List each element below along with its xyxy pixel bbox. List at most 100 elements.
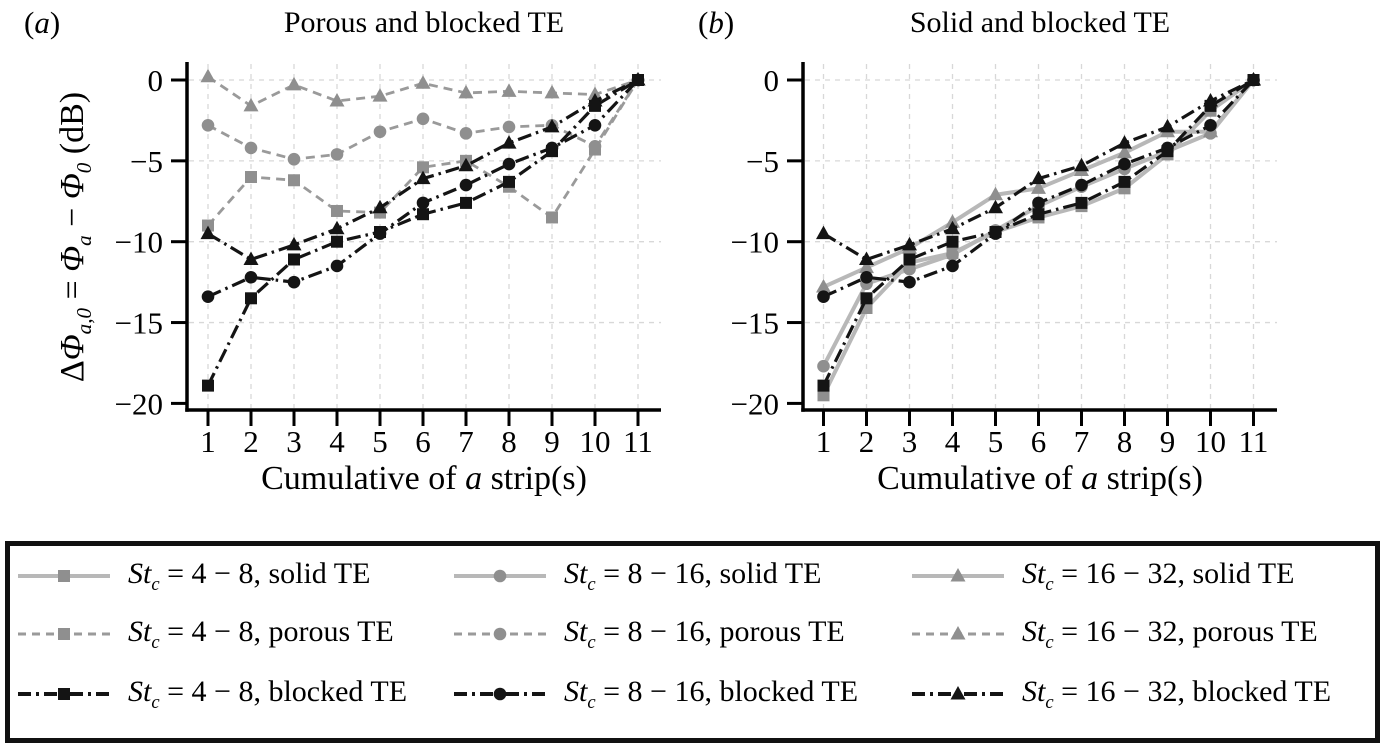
x-tick-label: 5 <box>372 424 388 459</box>
legend-sample-solid-line <box>912 568 1004 582</box>
circle-marker <box>287 152 301 166</box>
y-tick-label: 0 <box>764 63 780 98</box>
triangle-marker <box>1117 135 1132 149</box>
circle-marker <box>817 359 830 373</box>
panel-b-title: Solid and blocked TE <box>909 6 1171 39</box>
series-markers-blocked-8-16 <box>817 73 1260 303</box>
unit-db: (dB) <box>54 91 91 163</box>
square-marker <box>245 171 257 184</box>
circle-marker <box>1161 141 1174 155</box>
y-tick-label: −10 <box>731 225 779 260</box>
circle-marker <box>588 118 602 132</box>
square-marker <box>1032 208 1045 221</box>
circle-marker <box>373 125 387 139</box>
triangle-marker <box>501 83 517 97</box>
circle-marker <box>493 687 507 701</box>
square-marker <box>58 570 70 582</box>
strouhal-symbol: St <box>564 674 588 708</box>
triangle-marker <box>286 76 302 91</box>
square-marker <box>903 253 916 266</box>
legend-sample-porous-line <box>454 627 546 641</box>
legend-label-text: = 16 − 32, blocked TE <box>1053 674 1332 708</box>
x-tick-label: 6 <box>415 424 431 459</box>
y-axis-label: ΔΦa,0 = Φa − Φ0 (dB) <box>54 0 100 487</box>
legend-label-text: = 8 − 16, porous TE <box>595 614 845 648</box>
strouhal-symbol: St <box>1022 614 1046 648</box>
circle-marker <box>1204 118 1217 132</box>
strouhal-subscript: c <box>587 631 596 653</box>
triangle-marker <box>243 97 259 112</box>
phi-symbol: Φ <box>54 334 91 361</box>
square-marker <box>546 211 558 224</box>
legend-label: Stc = 4 − 8, solid TE <box>128 557 370 596</box>
triangle-marker <box>950 568 966 582</box>
triangle-marker <box>458 157 474 172</box>
x-tick-label: 4 <box>945 424 961 459</box>
strouhal-symbol: St <box>128 556 152 590</box>
x-tick-label: 3 <box>902 424 918 459</box>
triangle-marker <box>1203 93 1218 107</box>
strouhal-subscript: c <box>587 573 596 595</box>
paren-open: ( <box>698 5 709 40</box>
legend-item-stc-4-8-blocked: Stc = 4 − 8, blocked TE <box>16 675 407 713</box>
legend-sample-porous-line <box>912 626 1004 640</box>
triangle-marker <box>501 135 517 149</box>
legend-label: Stc = 16 − 32, blocked TE <box>1022 675 1331 714</box>
figure-canvas: 1 2 3 4 5 6 7 8 9 10 110−5−10−15−201 2 3 4 5 6 7 8 9 10 110−… <box>115 62 1277 459</box>
x-tick-label: 2 <box>243 424 259 459</box>
circle-marker <box>201 290 215 303</box>
x-tick-label: 2 <box>859 424 875 459</box>
square-marker <box>58 628 70 640</box>
circle-marker <box>860 270 873 284</box>
subscript-a: a <box>71 235 96 246</box>
triangle-marker <box>1160 118 1175 133</box>
legend-item-stc-16-32-porous: Stc = 16 − 32, porous TE <box>910 615 1318 654</box>
triangle-marker <box>945 220 960 235</box>
triangle-marker <box>630 72 646 86</box>
legend-sample-blocked-line <box>912 686 1004 700</box>
legend-sample-solid-line <box>454 569 546 583</box>
circle-marker <box>493 569 507 583</box>
y-tick-label: −20 <box>115 386 163 421</box>
subscript-a0: a,0 <box>71 307 96 335</box>
legend-item-stc-16-32-solid: Stc = 16 − 32, solid TE <box>910 556 1295 595</box>
panel-a-label: (a) <box>24 5 60 40</box>
legend-label: Stc = 16 − 32, porous TE <box>1022 615 1318 654</box>
y-tick-label: −5 <box>130 144 163 179</box>
panel-b-letter: b <box>708 5 724 40</box>
legend-label-text: = 8 − 16, blocked TE <box>595 674 859 708</box>
minus-sign: − <box>54 199 91 236</box>
square-marker <box>288 253 300 266</box>
y-tick-label: −20 <box>731 386 779 421</box>
panel-a-title: Porous and blocked TE <box>283 6 565 39</box>
square-marker <box>817 389 830 402</box>
circle-marker <box>330 259 344 273</box>
phi-symbol: Φ <box>54 245 91 272</box>
x-tick-label: 8 <box>501 424 517 459</box>
legend-label-text: = 8 − 16, solid TE <box>595 556 822 590</box>
square-marker <box>417 161 429 174</box>
strouhal-subscript: c <box>1045 573 1054 595</box>
strouhal-subscript: c <box>1045 691 1054 713</box>
triangle-marker <box>1074 157 1089 172</box>
x-tick-label: 11 <box>623 424 653 459</box>
square-marker <box>58 688 70 700</box>
y-tick-label: −5 <box>746 144 779 179</box>
legend-item-stc-8-16-blocked: Stc = 8 − 16, blocked TE <box>452 674 859 713</box>
panel-b-plot: 1 2 3 4 5 6 7 8 9 10 11 0 −5 −10 −15 −20 <box>731 62 1277 459</box>
legend-item-stc-8-16-porous: Stc = 8 − 16, porous TE <box>452 615 845 654</box>
triangle-marker <box>1031 170 1046 185</box>
triangle-marker <box>816 225 831 240</box>
x-tick-label: 10 <box>1195 424 1226 459</box>
strouhal-subscript: c <box>151 631 160 653</box>
x-tick-label: 6 <box>1031 424 1047 459</box>
triangle-marker <box>1246 72 1261 86</box>
triangle-marker <box>200 68 216 83</box>
square-marker <box>817 379 830 392</box>
circle-marker <box>817 290 830 303</box>
phi-symbol: Φ <box>54 173 91 200</box>
x-label-var-a: a <box>1081 460 1099 497</box>
legend-label-text: = 16 − 32, solid TE <box>1053 556 1295 590</box>
circle-marker <box>493 627 507 641</box>
legend-label: Stc = 8 − 16, porous TE <box>564 615 845 654</box>
